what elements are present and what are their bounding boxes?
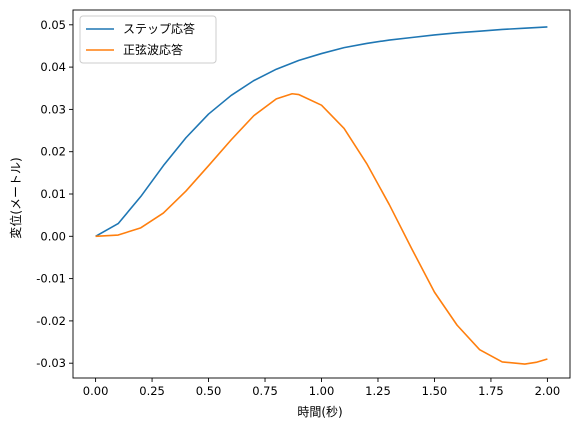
y-tick-label: -0.01 [36, 272, 66, 286]
y-tick-label: -0.03 [36, 356, 66, 370]
x-axis-ticks: 0.00 0.25 0.50 0.75 1.00 1.25 1.50 1.75 2.00 [83, 378, 560, 398]
legend-box [79, 15, 217, 64]
x-axis-label: 時間(秒) [297, 405, 342, 419]
frame-layer [72, 9, 571, 379]
y-tick-label: -0.02 [36, 314, 66, 328]
series-line-2 [95, 92, 548, 365]
plot-frame [72, 9, 571, 379]
x-tick-label: 0.50 [196, 384, 222, 398]
y-tick-label: 0.05 [40, 18, 66, 32]
series-line-1 [95, 26, 548, 237]
x-tick-label: 2.00 [535, 384, 561, 398]
x-tick-label: 0.00 [83, 384, 109, 398]
y-tick-label: 0.04 [40, 60, 66, 74]
series-layer [95, 26, 548, 365]
x-tick-label: 1.00 [309, 384, 335, 398]
legend-label: ステップ応答 [123, 21, 195, 36]
y-axis-ticks: -0.03 -0.02 -0.01 0.00 0.01 0.02 0.03 0.04 0.05 [36, 18, 73, 370]
y-axis-label: 変位(メートル) [8, 157, 23, 238]
x-tick-label: 1.50 [422, 384, 448, 398]
y-tick-label: 0.03 [40, 102, 66, 116]
legend-label: 正弦波応答 [123, 42, 183, 57]
y-tick-label: 0.02 [40, 145, 66, 159]
x-tick-label: 1.75 [478, 384, 504, 398]
y-tick-label: 0.01 [40, 187, 66, 201]
x-tick-label: 0.25 [139, 384, 165, 398]
x-tick-label: 1.25 [365, 384, 391, 398]
x-tick-label: 0.75 [252, 384, 278, 398]
y-tick-label: 0.00 [40, 229, 66, 243]
